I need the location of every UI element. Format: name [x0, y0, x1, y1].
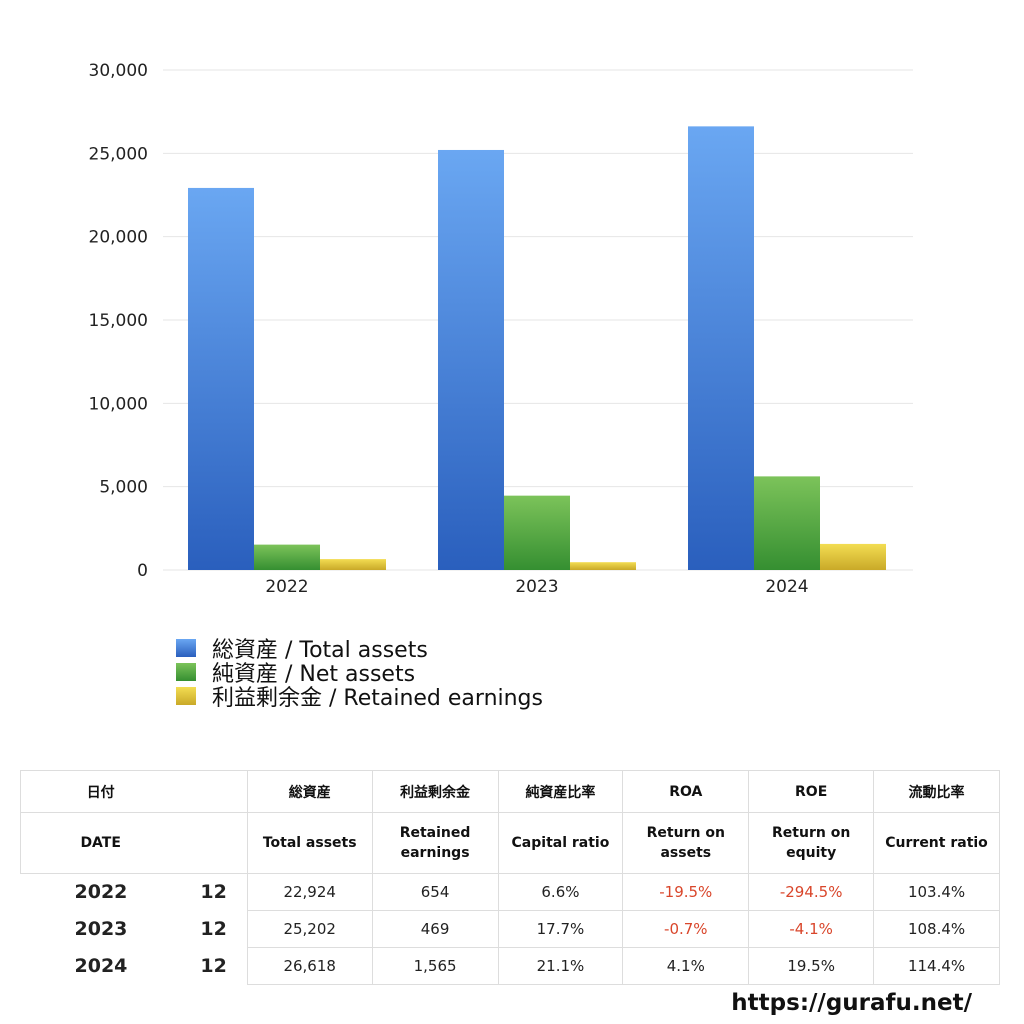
- site-url[interactable]: https://gurafu.net/: [731, 990, 972, 1016]
- row-year: 2023: [74, 918, 128, 940]
- legend-item-retained-earnings: 利益剰余金 / Retained earnings: [176, 684, 543, 711]
- row-month: 12: [200, 955, 227, 977]
- table-row: 2023 12 25,202 469 17.7% -0.7% -4.1% 108…: [21, 910, 1000, 948]
- legend-swatch-green: [176, 663, 196, 681]
- header-total-assets-jp: 総資産: [246, 770, 373, 813]
- header-spacer: [180, 812, 248, 874]
- cell-roe: -4.1%: [748, 910, 875, 948]
- bar-2023-series-1: [504, 495, 570, 570]
- cell-retained: 1,565: [371, 947, 499, 985]
- row-month: 12: [180, 873, 248, 911]
- cell-current-ratio: 103.4%: [873, 873, 1000, 911]
- legend-swatch-yellow: [176, 687, 196, 705]
- bar-2024-series-2: [820, 543, 886, 570]
- header-capital-ratio-en: Capital ratio: [497, 812, 624, 874]
- bar-2023-series-0: [438, 149, 504, 570]
- header-roa-en: Return on assets: [622, 812, 750, 874]
- bar-2022-series-2: [320, 559, 386, 570]
- bar-2024-series-0: [688, 126, 754, 570]
- header-retained-jp: 利益剰余金: [371, 770, 499, 813]
- bar-chart: 0 5,000 10,000 15,000 20,000 25,000 30,000 2022…: [89, 61, 913, 597]
- y-tick-label: 25,000: [89, 144, 148, 164]
- cell-current-ratio: 114.4%: [873, 947, 1000, 985]
- legend-label: 純資産 / Net assets: [212, 662, 416, 687]
- x-tick-label: 2023: [515, 577, 558, 597]
- y-tick-label: 5,000: [99, 478, 148, 498]
- bar-2023-series-2: [570, 562, 636, 570]
- legend-item-net-assets: 純資産 / Net assets: [176, 660, 543, 687]
- row-month: 12: [200, 918, 227, 940]
- header-total-assets-en: Total assets: [246, 812, 373, 874]
- cell-roa: -19.5%: [622, 873, 750, 911]
- cell-capital-ratio: 6.6%: [497, 873, 624, 911]
- cell-roa: -0.7%: [622, 910, 750, 948]
- y-tick-label: 10,000: [89, 394, 148, 414]
- cell-total-assets: 22,924: [246, 873, 373, 911]
- row-year: 2022: [20, 873, 181, 911]
- table-header-row-en: DATE Total assets Retained earnings Capi…: [20, 812, 1000, 874]
- table-row: 2024 12 26,618 1,565 21.1% 4.1% 19.5% 11…: [21, 947, 1000, 985]
- header-retained-en: Retained earnings: [371, 812, 499, 874]
- legend-label: 利益剰余金 / Retained earnings: [212, 686, 543, 711]
- row-year: 2024: [74, 955, 128, 977]
- legend-swatch-blue: [176, 639, 196, 657]
- header-capital-ratio-jp: 純資産比率: [497, 770, 624, 813]
- cell-current-ratio: 108.4%: [873, 910, 1000, 948]
- header-current-ratio-jp: 流動比率: [873, 770, 1000, 813]
- cell-retained: 654: [371, 873, 499, 911]
- cell-total-assets: 26,618: [246, 947, 373, 985]
- cell-roe: -294.5%: [748, 873, 875, 911]
- cell-capital-ratio: 17.7%: [497, 910, 624, 948]
- financial-table: 日付 総資産 利益剰余金 純資産比率 ROA ROE 流動比率 DATE Tot…: [20, 770, 1000, 985]
- header-roa-jp: ROA: [622, 770, 750, 813]
- legend-item-total-assets: 総資産 / Total assets: [176, 636, 543, 663]
- x-tick-label: 2024: [765, 577, 808, 597]
- header-roe-jp: ROE: [748, 770, 875, 813]
- header-date-jp: 日付: [20, 770, 181, 813]
- header-current-ratio-en: Current ratio: [873, 812, 1000, 874]
- bar-2022-series-0: [188, 187, 254, 570]
- table-header-row-jp: 日付 総資産 利益剰余金 純資産比率 ROA ROE 流動比率: [20, 770, 1000, 813]
- x-tick-label: 2022: [265, 577, 308, 597]
- chart-legend: 総資産 / Total assets 純資産 / Net assets 利益剰余…: [176, 636, 543, 711]
- y-tick-label: 20,000: [89, 228, 148, 248]
- bar-2022-series-1: [254, 544, 320, 570]
- bar-2024-series-1: [754, 476, 820, 570]
- cell-roe: 19.5%: [748, 947, 875, 985]
- y-tick-label: 30,000: [89, 61, 148, 81]
- cell-capital-ratio: 21.1%: [497, 947, 624, 985]
- y-tick-label: 15,000: [89, 311, 148, 331]
- cell-total-assets: 25,202: [246, 910, 373, 948]
- legend-label: 総資産 / Total assets: [212, 638, 428, 663]
- header-date-en: DATE: [20, 812, 181, 874]
- cell-retained: 469: [371, 910, 499, 948]
- cell-roa: 4.1%: [622, 947, 750, 985]
- y-tick-label: 0: [137, 561, 148, 581]
- header-roe-en: Return on equity: [748, 812, 875, 874]
- header-spacer: [180, 770, 248, 813]
- table-row: 2022 12 22,924 654 6.6% -19.5% -294.5% 1…: [20, 873, 1000, 911]
